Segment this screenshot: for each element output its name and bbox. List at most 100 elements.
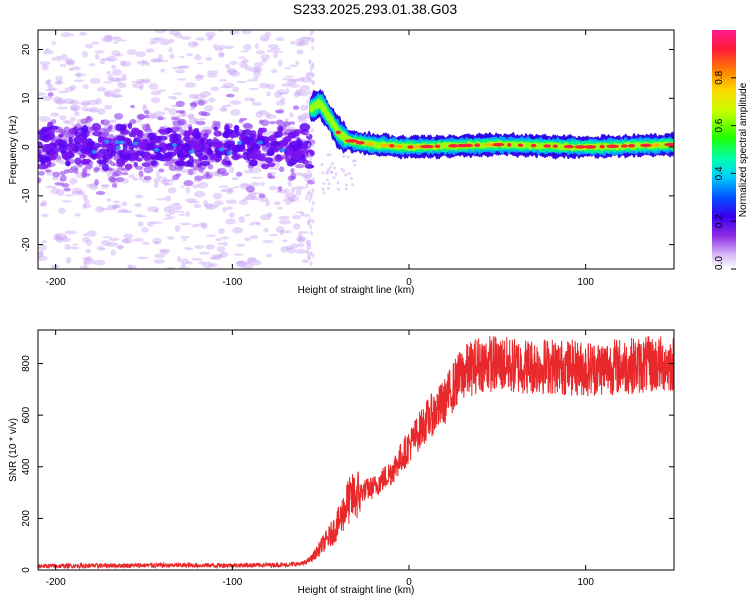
noise-blob xyxy=(102,81,113,84)
noise-blob xyxy=(180,168,189,174)
noise-blob xyxy=(106,70,111,75)
ridge-peak xyxy=(584,145,597,149)
noise-blob xyxy=(106,198,112,203)
ridge-peak xyxy=(413,145,421,149)
noise-blob xyxy=(142,241,150,246)
noise-blob xyxy=(39,115,51,122)
noise-blob xyxy=(163,107,170,111)
noise-blob xyxy=(163,206,171,213)
noise-blob xyxy=(244,213,251,217)
noise-blob xyxy=(163,183,174,186)
noise-blob xyxy=(273,201,281,206)
plume-blob xyxy=(332,176,336,180)
noise-blob xyxy=(153,259,166,264)
noise-blob xyxy=(45,80,51,87)
noise-blob xyxy=(250,181,261,187)
snr-series-line xyxy=(38,336,674,570)
noise-blob xyxy=(205,234,217,237)
noise-blob xyxy=(266,212,273,218)
signal-blob xyxy=(158,168,165,173)
signal-core-blob xyxy=(221,158,228,165)
streak-blob xyxy=(306,71,310,77)
noise-blob xyxy=(104,90,111,98)
noise-blob xyxy=(62,120,70,123)
signal-core-blob xyxy=(65,152,74,157)
noise-blob xyxy=(47,79,53,82)
signal-core-blob xyxy=(210,141,220,147)
signal-core-blob xyxy=(231,151,238,156)
streak-blob xyxy=(311,218,315,224)
signal-core-blob xyxy=(97,159,107,165)
x-tick-label: 100 xyxy=(577,577,594,588)
noise-blob xyxy=(68,68,74,71)
signal-blob xyxy=(225,93,235,98)
noise-blob xyxy=(254,61,264,68)
noise-blob xyxy=(180,185,186,189)
noise-blob xyxy=(246,79,259,82)
signal-blob xyxy=(172,120,182,127)
plume-blob xyxy=(337,187,341,191)
signal-blob xyxy=(108,124,113,128)
noise-blob xyxy=(193,190,206,198)
noise-blob xyxy=(153,177,160,184)
noise-blob xyxy=(231,177,239,181)
noise-blob xyxy=(287,180,292,187)
noise-blob xyxy=(222,241,228,247)
signal-core-blob xyxy=(92,130,103,137)
noise-blob xyxy=(79,102,91,106)
noise-blob xyxy=(110,93,122,98)
ridge-peak xyxy=(517,143,524,148)
plume-blob xyxy=(331,161,335,165)
noise-blob xyxy=(81,257,90,261)
noise-blob xyxy=(151,97,161,104)
noise-blob xyxy=(185,198,197,203)
plume-blob xyxy=(345,183,349,187)
signal-blob xyxy=(112,162,118,167)
noise-blob xyxy=(275,100,286,106)
noise-blob xyxy=(156,59,169,63)
signal-core-blob xyxy=(295,132,300,137)
noise-blob xyxy=(246,259,252,264)
signal-core-blob xyxy=(163,152,173,159)
signal-blob xyxy=(235,171,243,177)
signal-blob xyxy=(82,172,91,177)
noise-blob xyxy=(54,80,62,85)
noise-blob xyxy=(113,36,122,42)
noise-blob xyxy=(239,61,248,69)
noise-blob xyxy=(160,68,165,73)
noise-blob xyxy=(177,113,188,118)
x-tick-label: -200 xyxy=(46,277,66,288)
signal-core-blob xyxy=(259,127,268,133)
noise-blob xyxy=(295,248,307,254)
streak-blob xyxy=(310,38,314,44)
noise-blob xyxy=(279,229,284,236)
noise-blob xyxy=(244,97,254,102)
y-tick-label: -10 xyxy=(21,188,32,203)
noise-blob xyxy=(156,198,166,201)
noise-blob xyxy=(208,256,220,260)
signal-blob xyxy=(163,162,174,167)
streak-blob xyxy=(311,188,315,194)
noise-blob xyxy=(280,230,292,234)
noise-blob xyxy=(266,83,276,90)
noise-blob xyxy=(154,253,166,259)
noise-blob xyxy=(243,237,252,242)
noise-blob xyxy=(58,90,69,94)
noise-blob xyxy=(39,202,46,207)
streak-blob xyxy=(311,45,315,51)
noise-blob xyxy=(262,239,274,244)
y-tick-label: 0 xyxy=(21,567,32,573)
noise-blob xyxy=(292,214,302,220)
signal-blob xyxy=(245,185,255,193)
ridge-peak xyxy=(447,144,459,148)
noise-blob xyxy=(55,233,68,241)
y-tick-label: -20 xyxy=(21,237,32,252)
signal-hot-spot xyxy=(133,141,139,146)
noise-blob xyxy=(241,183,251,186)
noise-blob xyxy=(186,260,193,265)
noise-blob xyxy=(69,104,81,112)
noise-blob xyxy=(187,41,199,48)
signal-core-blob xyxy=(138,143,148,148)
noise-blob xyxy=(171,204,183,211)
signal-core-blob xyxy=(58,133,64,138)
